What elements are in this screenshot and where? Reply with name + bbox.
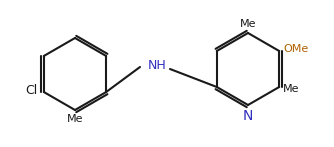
Text: OMe: OMe [283, 44, 308, 54]
Text: Me: Me [283, 84, 300, 94]
Text: Cl: Cl [26, 83, 38, 96]
Text: Me: Me [240, 19, 256, 29]
Text: N: N [243, 109, 253, 123]
Text: NH: NH [148, 59, 167, 71]
Text: Me: Me [67, 114, 83, 124]
